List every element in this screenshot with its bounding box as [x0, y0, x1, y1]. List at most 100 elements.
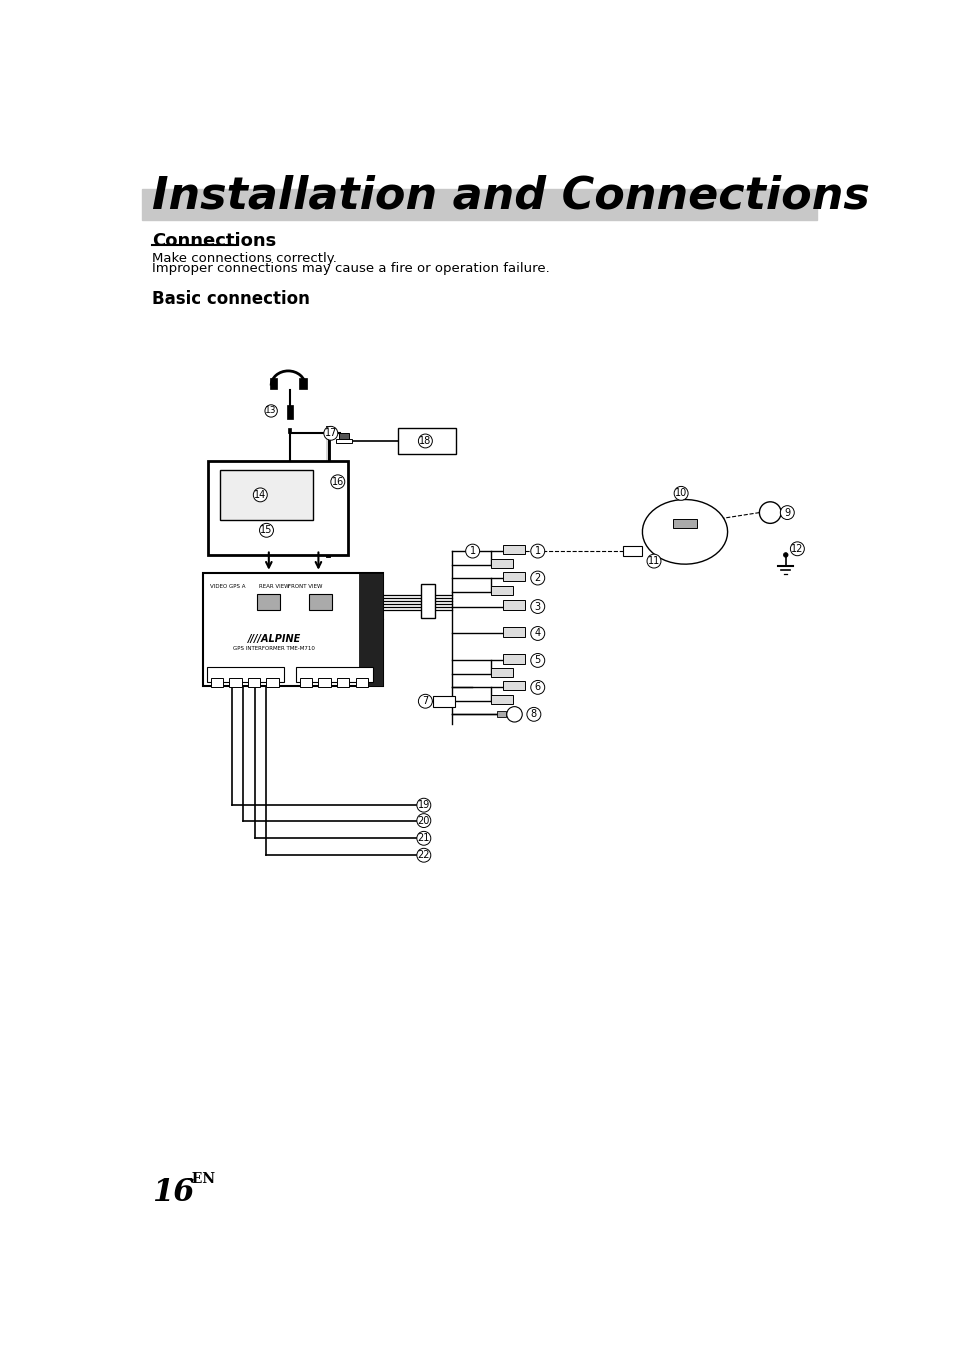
Text: 22: 22 — [417, 850, 430, 860]
Bar — [266, 679, 278, 687]
Text: -EN: -EN — [187, 1172, 215, 1187]
Bar — [502, 572, 524, 581]
Text: 16: 16 — [152, 1178, 194, 1209]
Circle shape — [331, 475, 344, 488]
Text: 14: 14 — [253, 489, 266, 500]
Text: 7: 7 — [422, 696, 428, 706]
Bar — [208, 461, 348, 554]
Circle shape — [253, 488, 267, 502]
Text: VIDEO GPS A: VIDEO GPS A — [210, 584, 245, 589]
Polygon shape — [641, 499, 727, 564]
Text: 21: 21 — [417, 833, 430, 844]
Bar — [491, 695, 513, 704]
Circle shape — [416, 848, 431, 863]
Text: 1: 1 — [469, 546, 476, 556]
Bar — [336, 679, 349, 687]
Text: 6: 6 — [534, 683, 540, 692]
Circle shape — [530, 680, 544, 695]
Bar — [286, 404, 293, 419]
Text: 18: 18 — [418, 435, 431, 446]
Circle shape — [416, 798, 431, 813]
Bar — [491, 668, 513, 677]
Text: 19: 19 — [417, 800, 430, 810]
Bar — [397, 427, 456, 454]
Text: 5: 5 — [534, 656, 540, 665]
Bar — [270, 377, 277, 388]
Bar — [203, 573, 382, 685]
Bar — [309, 595, 332, 610]
Text: ////ALPINE: ////ALPINE — [248, 634, 300, 645]
Bar — [359, 573, 382, 685]
Text: GPS INTERFORMER TME-M710: GPS INTERFORMER TME-M710 — [233, 646, 314, 650]
Text: 13: 13 — [265, 407, 276, 415]
Circle shape — [530, 571, 544, 585]
Circle shape — [506, 707, 521, 722]
Text: 1: 1 — [534, 546, 540, 556]
Text: Connections: Connections — [152, 231, 275, 250]
Bar — [248, 679, 260, 687]
Text: 8: 8 — [530, 710, 537, 719]
Bar — [502, 654, 524, 664]
Bar — [295, 667, 373, 681]
Bar — [335, 438, 352, 443]
Circle shape — [259, 523, 274, 537]
Circle shape — [530, 544, 544, 558]
Circle shape — [323, 426, 337, 441]
Bar — [491, 558, 513, 568]
Text: REAR VIEW: REAR VIEW — [258, 584, 290, 589]
Text: 12: 12 — [790, 544, 802, 554]
Circle shape — [416, 814, 431, 827]
Text: 15: 15 — [260, 526, 273, 535]
Text: Installation and Connections: Installation and Connections — [152, 174, 869, 218]
Bar — [355, 679, 368, 687]
Text: Improper connections may cause a fire or operation failure.: Improper connections may cause a fire or… — [152, 262, 549, 276]
Bar — [491, 585, 513, 595]
Bar — [229, 679, 241, 687]
Bar — [288, 427, 291, 433]
Circle shape — [416, 831, 431, 845]
Bar — [502, 600, 524, 610]
Text: 17: 17 — [324, 429, 336, 438]
Circle shape — [526, 707, 540, 721]
Circle shape — [418, 695, 432, 708]
Text: 20: 20 — [417, 815, 430, 826]
Circle shape — [530, 626, 544, 641]
Circle shape — [530, 653, 544, 668]
Bar — [298, 377, 307, 388]
Bar — [421, 584, 435, 618]
Bar — [502, 627, 524, 637]
Text: 9: 9 — [783, 507, 789, 518]
Circle shape — [790, 542, 803, 556]
Bar — [299, 679, 312, 687]
Bar — [142, 189, 816, 220]
Circle shape — [674, 487, 687, 500]
Circle shape — [646, 554, 660, 568]
Circle shape — [418, 434, 432, 448]
Bar — [502, 681, 524, 691]
Text: FRONT VIEW: FRONT VIEW — [288, 584, 322, 589]
Text: Make connections correctly.: Make connections correctly. — [152, 251, 336, 265]
Bar — [502, 545, 524, 554]
Bar — [497, 711, 505, 718]
Bar — [673, 519, 696, 529]
Bar — [220, 470, 313, 521]
Circle shape — [782, 553, 787, 557]
Text: 10: 10 — [675, 488, 686, 499]
Text: 11: 11 — [647, 556, 659, 566]
Bar — [207, 667, 284, 681]
Bar — [433, 696, 455, 707]
Bar — [339, 433, 348, 441]
Text: 3: 3 — [534, 602, 540, 611]
Bar — [318, 679, 331, 687]
Text: 16: 16 — [332, 477, 344, 487]
Bar — [622, 546, 641, 557]
Text: 4: 4 — [534, 629, 540, 638]
Circle shape — [780, 506, 794, 519]
Text: 2: 2 — [534, 573, 540, 583]
Bar — [211, 679, 223, 687]
Text: Basic connection: Basic connection — [152, 291, 310, 308]
Bar — [257, 595, 280, 610]
Circle shape — [465, 544, 479, 558]
Circle shape — [530, 599, 544, 614]
Circle shape — [265, 404, 277, 418]
